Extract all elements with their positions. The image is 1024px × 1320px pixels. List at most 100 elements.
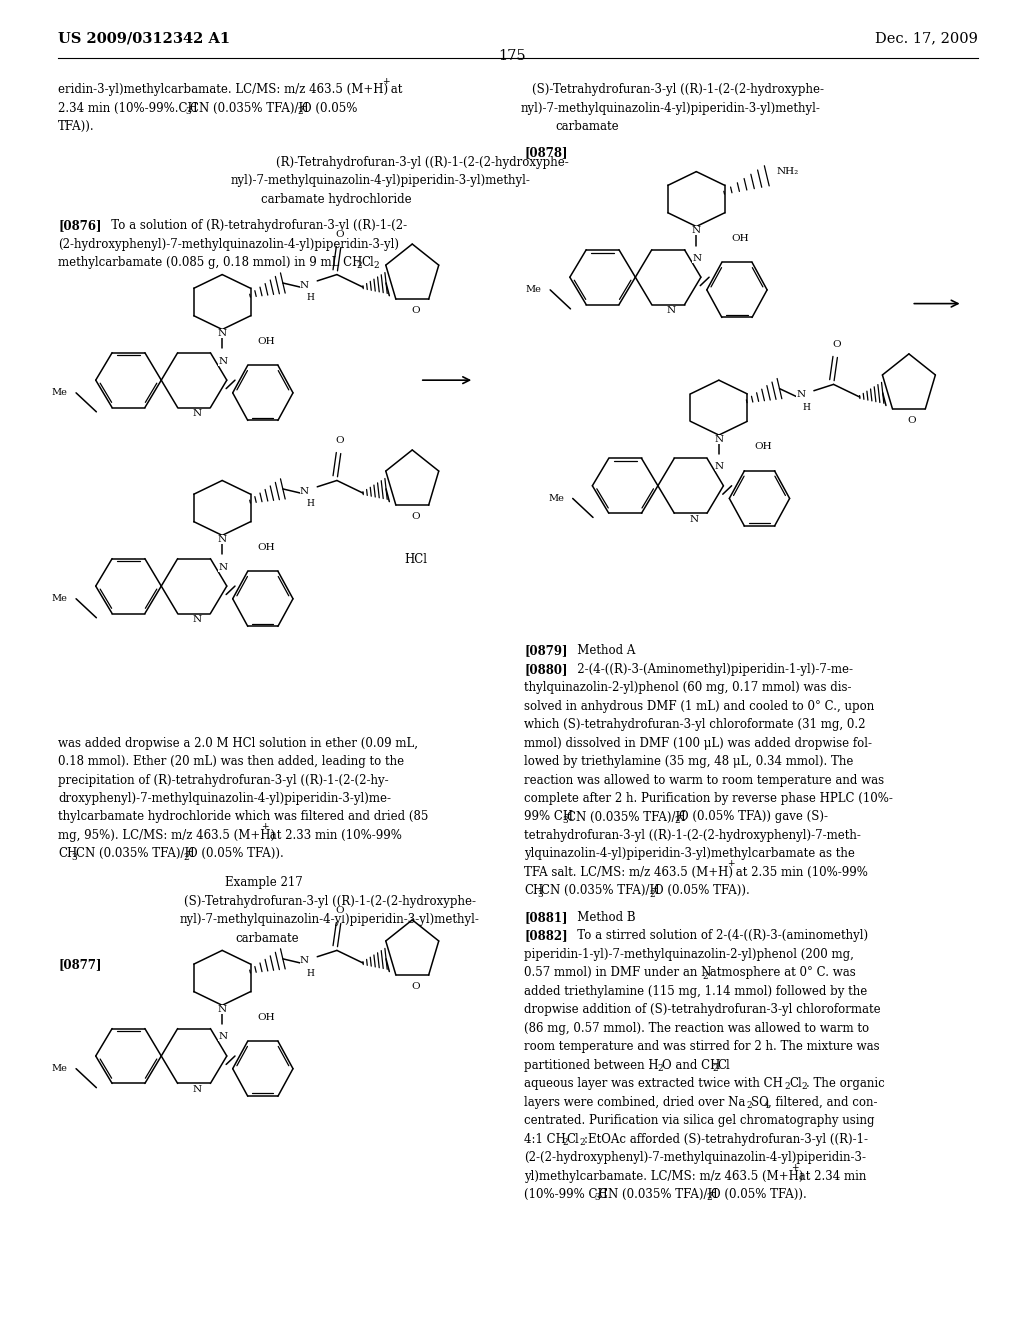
Text: reaction was allowed to warm to room temperature and was: reaction was allowed to warm to room tem… xyxy=(524,774,885,787)
Text: which (S)-tetrahydrofuran-3-yl chloroformate (31 mg, 0.2: which (S)-tetrahydrofuran-3-yl chlorofor… xyxy=(524,718,865,731)
Text: CH: CH xyxy=(524,884,544,898)
Text: :EtOAc afforded (S)-tetrahydrofuran-3-yl ((R)-1-: :EtOAc afforded (S)-tetrahydrofuran-3-yl… xyxy=(584,1133,868,1146)
Text: Me: Me xyxy=(52,1064,68,1073)
Text: N: N xyxy=(218,329,226,338)
Text: N: N xyxy=(692,253,701,263)
Text: dropwise addition of (S)-tetrahydrofuran-3-yl chloroformate: dropwise addition of (S)-tetrahydrofuran… xyxy=(524,1003,881,1016)
Text: O (0.05%: O (0.05% xyxy=(302,102,357,115)
Text: Dec. 17, 2009: Dec. 17, 2009 xyxy=(876,32,978,46)
Text: mmol) dissolved in DMF (100 μL) was added dropwise fol-: mmol) dissolved in DMF (100 μL) was adde… xyxy=(524,737,872,750)
Text: 2-(4-((R)-3-(Aminomethyl)piperidin-1-yl)-7-me-: 2-(4-((R)-3-(Aminomethyl)piperidin-1-yl)… xyxy=(566,663,853,676)
Text: 2: 2 xyxy=(713,1064,719,1073)
Text: H: H xyxy=(306,293,314,302)
Text: N: N xyxy=(715,434,723,444)
Text: thylcarbamate hydrochloride which was filtered and dried (85: thylcarbamate hydrochloride which was fi… xyxy=(58,810,429,824)
Text: 2: 2 xyxy=(802,1082,807,1092)
Text: N: N xyxy=(193,409,202,418)
Text: (10%-99% CH: (10%-99% CH xyxy=(524,1188,608,1201)
Text: N: N xyxy=(689,515,698,524)
Text: N: N xyxy=(797,391,805,400)
Text: H: H xyxy=(306,499,314,508)
Text: CN (0.035% TFA)/H: CN (0.035% TFA)/H xyxy=(542,884,660,898)
Text: N: N xyxy=(300,281,308,289)
Text: O (0.05% TFA)) gave (S)-: O (0.05% TFA)) gave (S)- xyxy=(679,810,828,824)
Text: Example 217: Example 217 xyxy=(225,876,303,890)
Text: SO: SO xyxy=(751,1096,769,1109)
Text: O and CH: O and CH xyxy=(663,1059,721,1072)
Text: 2: 2 xyxy=(374,261,380,271)
Text: O: O xyxy=(336,906,344,915)
Text: [0881]: [0881] xyxy=(524,911,567,924)
Text: 2: 2 xyxy=(356,261,362,271)
Text: 4: 4 xyxy=(764,1101,769,1110)
Text: +: + xyxy=(791,1163,799,1172)
Text: CN (0.035% TFA)/H: CN (0.035% TFA)/H xyxy=(599,1188,718,1201)
Text: N: N xyxy=(193,615,202,624)
Text: OH: OH xyxy=(257,1012,274,1022)
Text: yl)methylcarbamate. LC/MS: m/z 463.5 (M+H): yl)methylcarbamate. LC/MS: m/z 463.5 (M+… xyxy=(524,1170,804,1183)
Text: 0.18 mmol). Ether (20 mL) was then added, leading to the: 0.18 mmol). Ether (20 mL) was then added… xyxy=(58,755,404,768)
Text: Me: Me xyxy=(549,494,564,503)
Text: O: O xyxy=(412,512,420,521)
Text: [0880]: [0880] xyxy=(524,663,567,676)
Text: eridin-3-yl)methylcarbamate. LC/MS: m/z 463.5 (M+H): eridin-3-yl)methylcarbamate. LC/MS: m/z … xyxy=(58,83,388,96)
Text: 2: 2 xyxy=(183,853,189,862)
Text: 2: 2 xyxy=(784,1082,791,1092)
Text: N: N xyxy=(193,1085,202,1094)
Text: N: N xyxy=(218,535,226,544)
Text: TFA)).: TFA)). xyxy=(58,120,95,133)
Text: atmosphere at 0° C. was: atmosphere at 0° C. was xyxy=(707,966,856,979)
Text: N: N xyxy=(218,1005,226,1014)
Text: piperidin-1-yl)-7-methylquinazolin-2-yl)phenol (200 mg,: piperidin-1-yl)-7-methylquinazolin-2-yl)… xyxy=(524,948,854,961)
Text: Cl: Cl xyxy=(717,1059,730,1072)
Text: carbamate: carbamate xyxy=(236,932,299,945)
Text: 3: 3 xyxy=(185,107,190,116)
Text: nyl)-7-methylquinazolin-4-yl)piperidin-3-yl)methyl-: nyl)-7-methylquinazolin-4-yl)piperidin-3… xyxy=(520,102,820,115)
Text: 175: 175 xyxy=(499,49,525,63)
Text: N: N xyxy=(218,1032,227,1041)
Text: droxyphenyl)-7-methylquinazolin-4-yl)piperidin-3-yl)me-: droxyphenyl)-7-methylquinazolin-4-yl)pip… xyxy=(58,792,391,805)
Text: carbamate hydrochloride: carbamate hydrochloride xyxy=(261,193,412,206)
Text: N: N xyxy=(300,957,308,965)
Text: 2: 2 xyxy=(657,1064,664,1073)
Text: 3: 3 xyxy=(537,890,543,899)
Text: 2: 2 xyxy=(746,1101,752,1110)
Text: 2.34 min (10%-99%.CH: 2.34 min (10%-99%.CH xyxy=(58,102,198,115)
Text: aqueous layer was extracted twice with CH: aqueous layer was extracted twice with C… xyxy=(524,1077,783,1090)
Text: nyl)-7-methylquinazolin-4-yl)piperidin-3-yl)methyl-: nyl)-7-methylquinazolin-4-yl)piperidin-3… xyxy=(230,174,530,187)
Text: 4:1 CH: 4:1 CH xyxy=(524,1133,566,1146)
Text: N: N xyxy=(300,487,308,495)
Text: (2-(2-hydroxyphenyl)-7-methylquinazolin-4-yl)piperidin-3-: (2-(2-hydroxyphenyl)-7-methylquinazolin-… xyxy=(524,1151,866,1164)
Text: +: + xyxy=(382,77,390,86)
Text: was added dropwise a 2.0 M HCl solution in ether (0.09 mL,: was added dropwise a 2.0 M HCl solution … xyxy=(58,737,419,750)
Text: . The organic: . The organic xyxy=(806,1077,885,1090)
Text: To a stirred solution of 2-(4-((R)-3-(aminomethyl): To a stirred solution of 2-(4-((R)-3-(am… xyxy=(566,929,868,942)
Text: at 2.35 min (10%-99%: at 2.35 min (10%-99% xyxy=(732,866,867,879)
Text: complete after 2 h. Purification by reverse phase HPLC (10%-: complete after 2 h. Purification by reve… xyxy=(524,792,893,805)
Text: O: O xyxy=(336,436,344,445)
Text: precipitation of (R)-tetrahydrofuran-3-yl ((R)-1-(2-(2-hy-: precipitation of (R)-tetrahydrofuran-3-y… xyxy=(58,774,389,787)
Text: carbamate: carbamate xyxy=(555,120,618,133)
Text: Me: Me xyxy=(52,388,68,397)
Text: 2: 2 xyxy=(580,1138,585,1147)
Text: partitioned between H: partitioned between H xyxy=(524,1059,658,1072)
Text: Cl: Cl xyxy=(790,1077,802,1090)
Text: Method A: Method A xyxy=(566,644,636,657)
Text: Me: Me xyxy=(52,594,68,603)
Text: Cl: Cl xyxy=(567,1133,580,1146)
Text: CN (0.035% TFA)/H: CN (0.035% TFA)/H xyxy=(189,102,308,115)
Text: O: O xyxy=(908,416,916,425)
Text: room temperature and was stirred for 2 h. The mixture was: room temperature and was stirred for 2 h… xyxy=(524,1040,880,1053)
Text: To a solution of (R)-tetrahydrofuran-3-yl ((R)-1-(2-: To a solution of (R)-tetrahydrofuran-3-y… xyxy=(100,219,408,232)
Text: Cl: Cl xyxy=(361,256,374,269)
Text: O (0.05% TFA)).: O (0.05% TFA)). xyxy=(711,1188,807,1201)
Text: (S)-Tetrahydrofuran-3-yl ((R)-1-(2-(2-hydroxyphe-: (S)-Tetrahydrofuran-3-yl ((R)-1-(2-(2-hy… xyxy=(184,895,476,908)
Text: TFA salt. LC/MS: m/z 463.5 (M+H): TFA salt. LC/MS: m/z 463.5 (M+H) xyxy=(524,866,733,879)
Text: H: H xyxy=(803,403,811,412)
Text: US 2009/0312342 A1: US 2009/0312342 A1 xyxy=(58,32,230,46)
Text: [0878]: [0878] xyxy=(524,147,567,160)
Text: 2: 2 xyxy=(649,890,655,899)
Text: O: O xyxy=(412,982,420,991)
Text: O: O xyxy=(336,230,344,239)
Text: [0876]: [0876] xyxy=(58,219,101,232)
